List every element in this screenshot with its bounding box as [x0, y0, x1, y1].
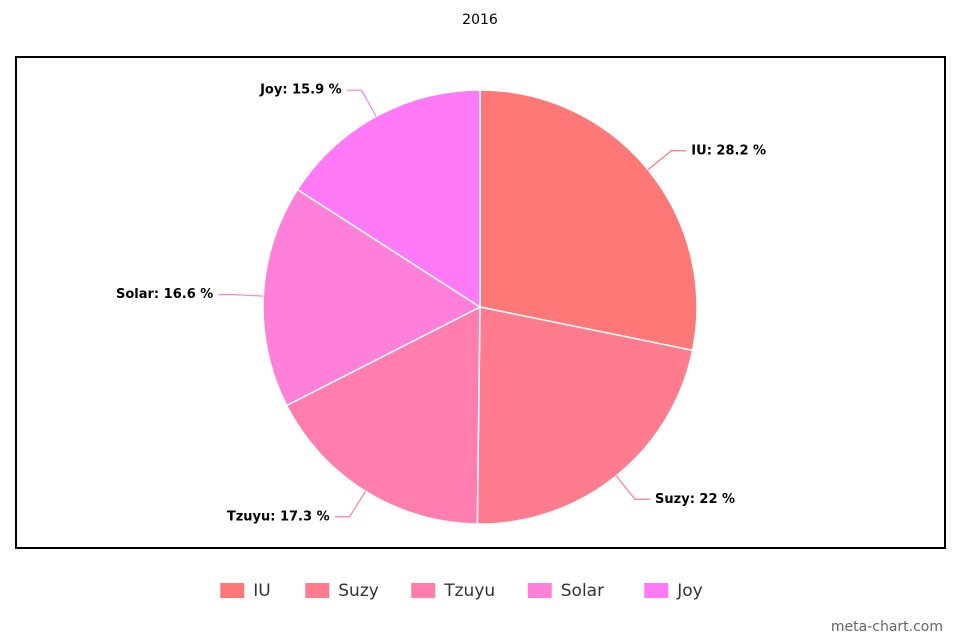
data-label: IU: 28.2 %: [691, 143, 766, 158]
legend-swatch: [305, 583, 330, 598]
legend-swatch: [644, 583, 669, 598]
leader-line: [334, 490, 366, 518]
leader-line: [218, 293, 264, 297]
legend-swatch: [220, 583, 245, 598]
legend-label: IU: [253, 581, 270, 601]
watermark: meta-chart.com: [831, 619, 943, 635]
data-label: Joy: 15.9 %: [259, 83, 342, 98]
legend-label: Joy: [676, 581, 702, 601]
pie-slice: [296, 89, 481, 309]
legend-label: Tzuyu: [443, 581, 495, 601]
pie-slice: [479, 89, 698, 352]
leader-line: [647, 150, 687, 171]
leader-line: [615, 475, 651, 500]
pie-slice: [285, 305, 481, 525]
data-label: Tzuyu: 17.3 %: [227, 509, 330, 524]
leader-line: [346, 89, 377, 117]
chart-title: 2016: [462, 12, 498, 28]
legend-swatch: [411, 583, 436, 598]
pie-slice: [476, 306, 694, 525]
data-label: Solar: 16.6 %: [116, 287, 213, 302]
legend-swatch: [527, 583, 552, 598]
plot-frame: [15, 56, 946, 549]
data-label: Suzy: 22 %: [655, 492, 735, 507]
legend-label: Suzy: [338, 581, 379, 601]
legend-label: Solar: [561, 581, 604, 601]
pie-slice: [262, 188, 482, 407]
